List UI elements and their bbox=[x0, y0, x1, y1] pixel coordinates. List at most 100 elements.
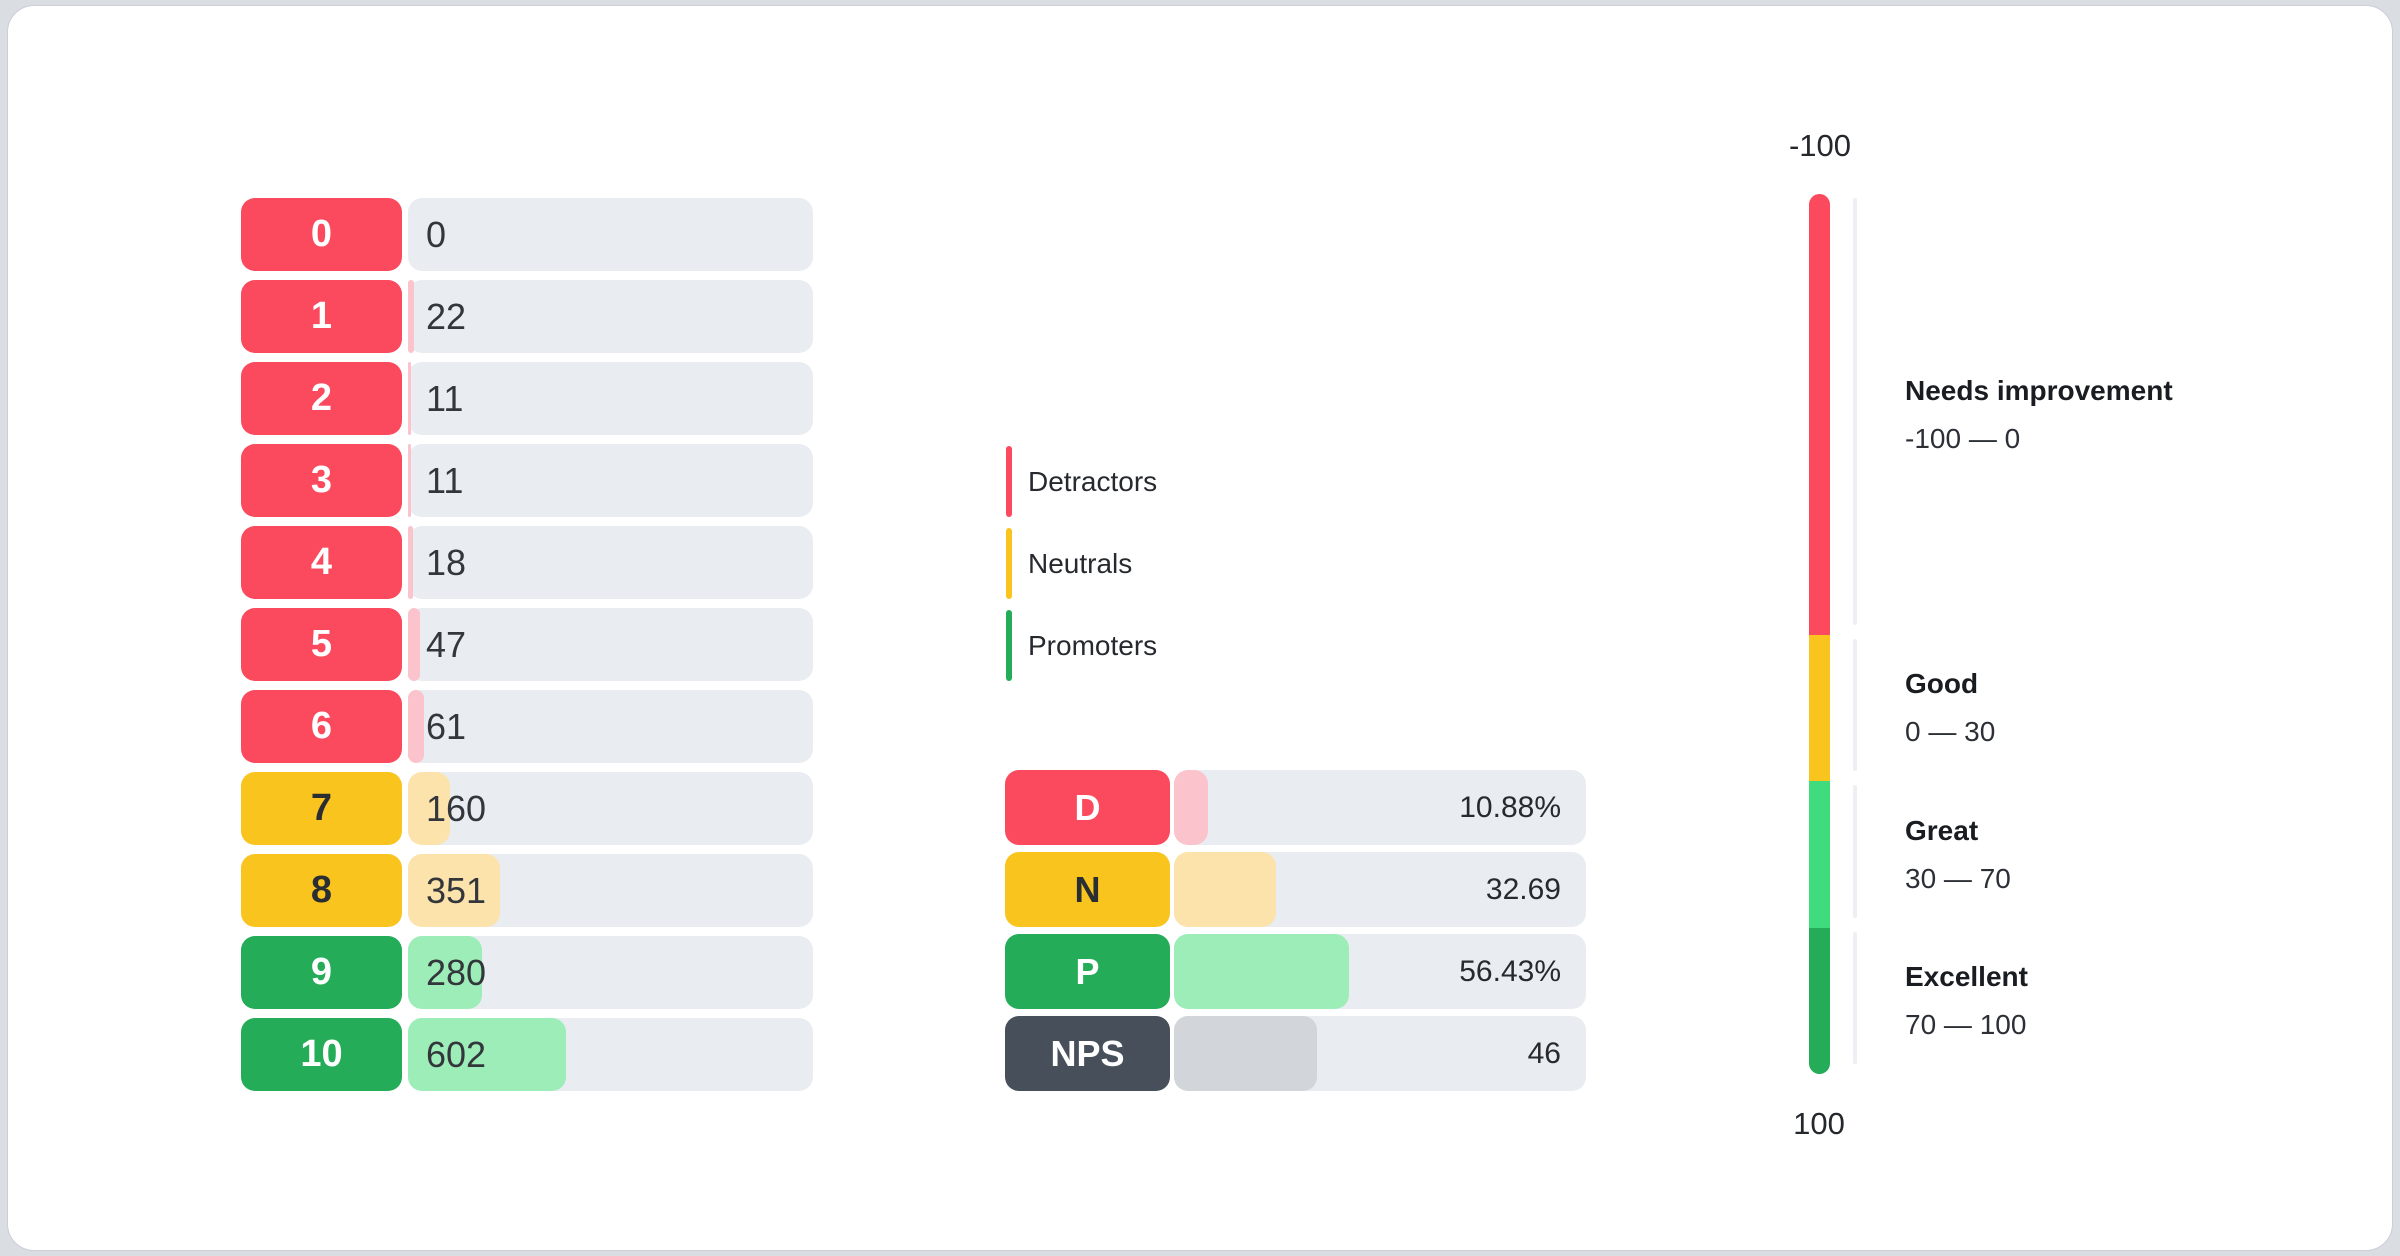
score-chip: 10 bbox=[241, 1018, 402, 1091]
score-count-label: 280 bbox=[426, 951, 487, 993]
summary-chip: N bbox=[1005, 852, 1170, 927]
score-chip: 1 bbox=[241, 280, 402, 353]
legend-label: Neutrals bbox=[1028, 547, 1133, 579]
score-chip: 5 bbox=[241, 608, 402, 681]
gauge-zone-label: Great 30 — 70 bbox=[1905, 815, 2011, 895]
score-fill bbox=[408, 280, 414, 353]
score-distribution-chart: 0 0 1 22 2 11 3 11 4 18 5 47 6 61 7 160 8 351 9 280 10 602 bbox=[241, 198, 813, 1100]
gauge-zone-range: 0 — 30 bbox=[1905, 716, 1996, 747]
score-row: 9 280 bbox=[241, 936, 813, 1009]
gauge-bar bbox=[1809, 194, 1830, 1074]
score-count-label: 22 bbox=[426, 295, 467, 337]
score-count-label: 61 bbox=[426, 705, 467, 747]
gauge-zone-segment bbox=[1809, 194, 1830, 635]
score-fill bbox=[408, 1018, 567, 1091]
score-row: 1 22 bbox=[241, 280, 813, 353]
legend-color-pill bbox=[1006, 610, 1012, 681]
score-row: 3 11 bbox=[241, 444, 813, 517]
score-row: 6 61 bbox=[241, 690, 813, 763]
score-fill bbox=[408, 772, 451, 845]
score-row: 8 351 bbox=[241, 854, 813, 927]
score-chip: 4 bbox=[241, 526, 402, 599]
score-track bbox=[408, 608, 813, 681]
summary-value-label: 10.88% bbox=[1459, 790, 1561, 824]
nps-report-card: 0 0 1 22 2 11 3 11 4 18 5 47 6 61 7 160 8 351 9 280 10 602 De… bbox=[8, 6, 2392, 1250]
score-fill bbox=[408, 608, 421, 681]
gauge-zone-title: Needs improvement bbox=[1905, 374, 2173, 406]
legend-label: Detractors bbox=[1028, 465, 1158, 497]
summary-value-label: 32.69 bbox=[1485, 872, 1561, 906]
summary-row: P 56.43% bbox=[1005, 934, 1586, 1009]
score-chip: 6 bbox=[241, 690, 402, 763]
legend-label: Promoters bbox=[1028, 629, 1158, 661]
legend-item: Detractors bbox=[1006, 446, 1157, 517]
gauge-zone-segment bbox=[1809, 928, 1830, 1074]
score-fill bbox=[408, 362, 411, 435]
gauge-max-label: 100 bbox=[1793, 1106, 1845, 1141]
legend: Detractors Neutrals Promoters bbox=[1006, 446, 1157, 692]
nps-summary-chart: D 10.88% N 32.69 P 56.43% NPS 46 bbox=[1005, 770, 1586, 1098]
legend-color-pill bbox=[1006, 528, 1012, 599]
summary-row: NPS 46 bbox=[1005, 1016, 1586, 1091]
score-count-label: 0 bbox=[426, 213, 447, 255]
gauge-zone-range: -100 — 0 bbox=[1905, 422, 2021, 454]
score-track bbox=[408, 198, 813, 271]
score-chip: 2 bbox=[241, 362, 402, 435]
score-chip: 9 bbox=[241, 936, 402, 1009]
score-track bbox=[408, 362, 813, 435]
summary-row: N 32.69 bbox=[1005, 852, 1586, 927]
score-track bbox=[408, 772, 813, 845]
score-chip: 7 bbox=[241, 772, 402, 845]
summary-fill bbox=[1174, 852, 1276, 927]
score-track bbox=[408, 444, 813, 517]
score-count-label: 602 bbox=[426, 1033, 487, 1075]
gauge-zone-segment bbox=[1809, 781, 1830, 928]
gauge-zone-label: Needs improvement -100 — 0 bbox=[1905, 375, 2173, 455]
summary-chip: NPS bbox=[1005, 1016, 1170, 1091]
gauge-zone-range: 30 — 70 bbox=[1905, 862, 2011, 894]
gauge-zone-range: 70 — 100 bbox=[1905, 1009, 2027, 1040]
score-count-label: 11 bbox=[426, 459, 464, 501]
score-count-label: 160 bbox=[426, 787, 487, 829]
score-chip: 8 bbox=[241, 854, 402, 927]
summary-value-label: 56.43% bbox=[1459, 954, 1561, 988]
gauge-zone-title: Good bbox=[1905, 668, 1979, 699]
gauge-axis-segment bbox=[1853, 932, 1857, 1064]
legend-item: Neutrals bbox=[1006, 528, 1157, 599]
summary-chip: P bbox=[1005, 934, 1170, 1009]
score-count-label: 18 bbox=[426, 541, 467, 583]
summary-chip: D bbox=[1005, 770, 1170, 845]
gauge-zone-label: Excellent 70 — 100 bbox=[1905, 961, 2028, 1041]
score-count-label: 11 bbox=[426, 377, 464, 419]
summary-fill bbox=[1174, 934, 1349, 1009]
summary-fill bbox=[1174, 1016, 1317, 1091]
score-count-label: 47 bbox=[426, 623, 467, 665]
score-fill bbox=[408, 526, 413, 599]
score-row: 2 11 bbox=[241, 362, 813, 435]
summary-value-label: 46 bbox=[1527, 1036, 1561, 1070]
score-track bbox=[408, 526, 813, 599]
score-count-label: 351 bbox=[426, 869, 487, 911]
gauge-min-label: -100 bbox=[1788, 128, 1852, 163]
score-fill bbox=[408, 936, 482, 1009]
score-fill bbox=[408, 854, 501, 927]
score-track bbox=[408, 280, 813, 353]
score-chip: 3 bbox=[241, 444, 402, 517]
gauge-zone-title: Excellent bbox=[1905, 961, 2028, 992]
score-fill bbox=[408, 444, 411, 517]
score-track bbox=[408, 690, 813, 763]
legend-item: Promoters bbox=[1006, 610, 1157, 681]
summary-fill bbox=[1174, 770, 1208, 845]
score-row: 10 602 bbox=[241, 1018, 813, 1091]
legend-color-pill bbox=[1006, 446, 1012, 517]
score-row: 7 160 bbox=[241, 772, 813, 845]
gauge-zone-label: Good 0 — 30 bbox=[1905, 668, 1995, 748]
gauge-axis-segment bbox=[1853, 198, 1857, 625]
gauge-zone-title: Great bbox=[1905, 814, 1979, 846]
summary-track bbox=[1174, 770, 1586, 845]
gauge-zone-segment bbox=[1809, 635, 1830, 781]
gauge-axis-segment bbox=[1853, 639, 1857, 771]
score-chip: 0 bbox=[241, 198, 402, 271]
score-fill bbox=[408, 690, 425, 763]
